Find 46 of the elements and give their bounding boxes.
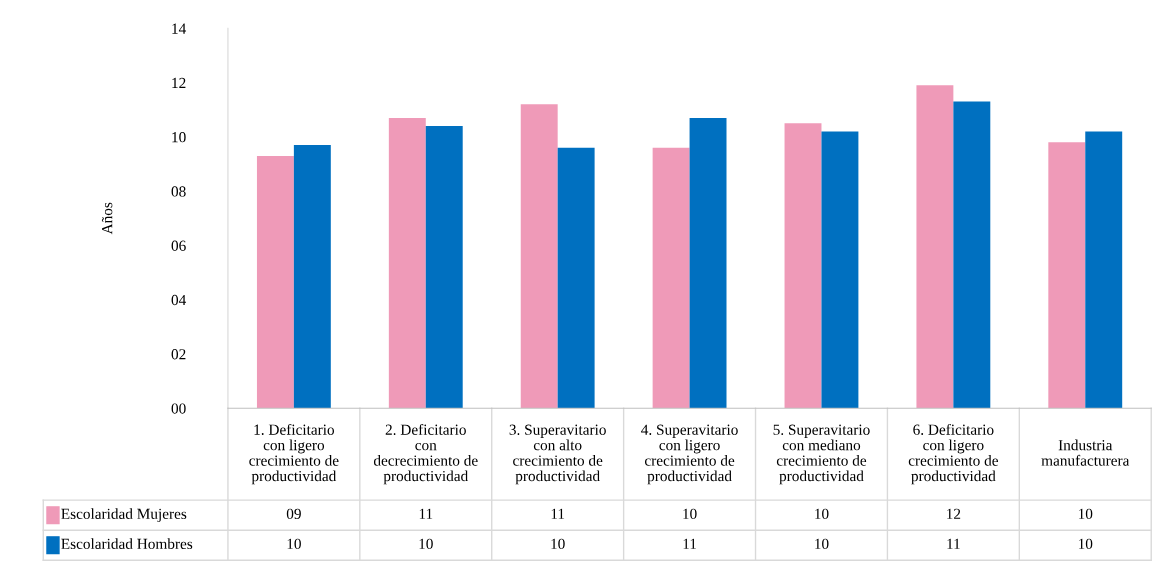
data-label: 11 [551, 508, 565, 519]
data-label: 10 [683, 508, 697, 519]
data-label: 10 [815, 508, 829, 519]
x-tick-label: 3. Superavitario con alto crecimiento de productividad [509, 424, 606, 485]
y-axis-title: Años [101, 202, 113, 235]
bar [425, 126, 463, 409]
data-label: 10 [419, 538, 433, 550]
bar [520, 104, 558, 409]
y-tick-label: 02 [171, 349, 186, 360]
bar [689, 117, 727, 409]
data-label: 09 [286, 508, 301, 519]
bar [916, 85, 954, 409]
y-tick-label: 00 [171, 403, 186, 414]
x-tick-label: 4. Superavitario con ligero crecimiento de productividad [641, 424, 738, 485]
data-label: 10 [1078, 538, 1093, 550]
bar [557, 147, 595, 409]
bar [256, 155, 294, 409]
bar [293, 145, 331, 409]
data-label: 10 [551, 538, 565, 550]
legend-label: Escolaridad Mujeres [61, 508, 187, 523]
y-tick-label: 14 [172, 23, 187, 34]
bar [388, 117, 426, 409]
x-tick-label: 6. Deficitario con ligero crecimiento de productividad [908, 423, 999, 485]
x-tick-label: 2. Deficitario con decrecimiento de productividad [373, 423, 478, 485]
data-label: 11 [947, 538, 960, 549]
y-tick-label: 04 [171, 294, 187, 306]
data-label: 12 [947, 508, 961, 519]
x-tick-label: 1. Deficitario con ligero crecimiento de productividad [249, 423, 339, 485]
data-label: 10 [287, 538, 301, 550]
bar [953, 101, 991, 409]
legend-label: Escolaridad Hombres [61, 538, 193, 550]
x-tick-label: 5. Superavitario con mediano crecimiento de productividad [773, 424, 870, 485]
data-label: 11 [683, 538, 697, 549]
data-label: 11 [419, 508, 433, 519]
y-tick-label: 10 [172, 132, 186, 143]
bar [1085, 131, 1123, 409]
y-tick-label: 08 [171, 186, 186, 197]
x-tick-label: Industria manufacturera [1041, 439, 1130, 466]
bar [652, 147, 690, 409]
data-label: 10 [815, 538, 829, 550]
data-label: 10 [1078, 508, 1093, 519]
y-tick-label: 12 [172, 77, 186, 88]
bar [784, 123, 822, 409]
y-tick-label: 06 [171, 240, 186, 251]
bar [821, 131, 859, 409]
bar [1048, 142, 1086, 409]
